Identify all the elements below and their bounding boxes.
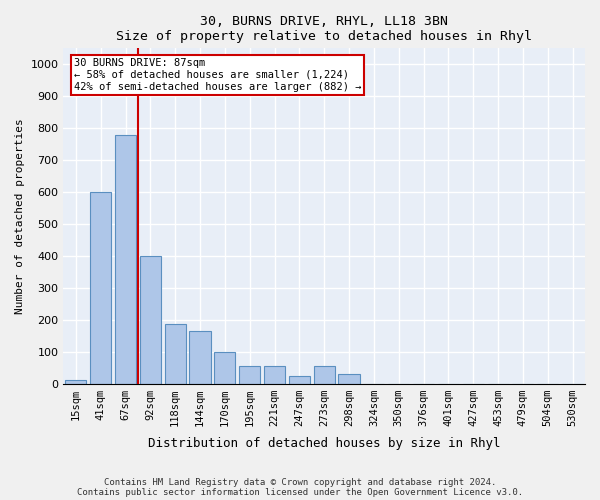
Bar bbox=[264, 366, 285, 384]
Bar bbox=[164, 324, 186, 384]
Bar bbox=[239, 366, 260, 384]
Bar bbox=[140, 256, 161, 384]
Bar bbox=[90, 192, 111, 384]
Text: 30 BURNS DRIVE: 87sqm
← 58% of detached houses are smaller (1,224)
42% of semi-d: 30 BURNS DRIVE: 87sqm ← 58% of detached … bbox=[74, 58, 361, 92]
X-axis label: Distribution of detached houses by size in Rhyl: Distribution of detached houses by size … bbox=[148, 437, 500, 450]
Y-axis label: Number of detached properties: Number of detached properties bbox=[15, 118, 25, 314]
Title: 30, BURNS DRIVE, RHYL, LL18 3BN
Size of property relative to detached houses in : 30, BURNS DRIVE, RHYL, LL18 3BN Size of … bbox=[116, 15, 532, 43]
Bar bbox=[65, 380, 86, 384]
Bar bbox=[190, 331, 211, 384]
Bar bbox=[338, 374, 359, 384]
Bar bbox=[214, 352, 235, 384]
Bar bbox=[314, 366, 335, 384]
Bar bbox=[115, 134, 136, 384]
Text: Contains HM Land Registry data © Crown copyright and database right 2024.
Contai: Contains HM Land Registry data © Crown c… bbox=[77, 478, 523, 497]
Bar bbox=[289, 376, 310, 384]
